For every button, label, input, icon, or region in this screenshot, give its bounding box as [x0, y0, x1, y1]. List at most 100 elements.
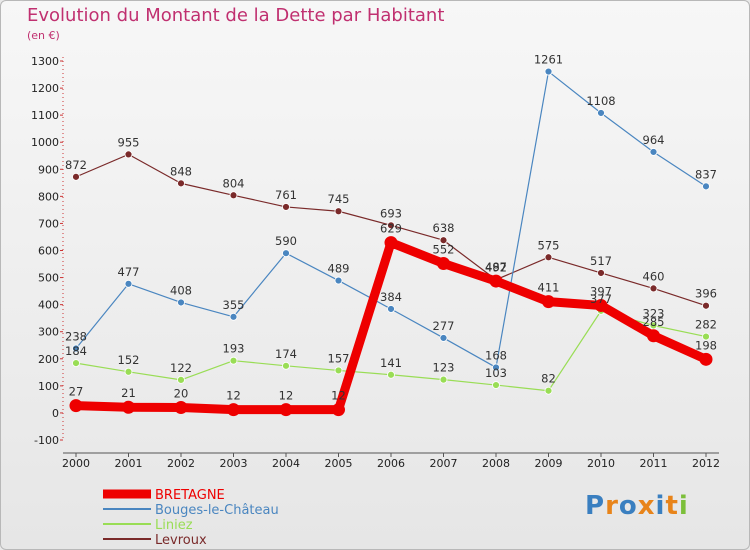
- data-point: [334, 276, 343, 285]
- data-point: [437, 256, 450, 270]
- legend-label: Liniez: [155, 518, 193, 533]
- data-label: 837: [695, 167, 717, 181]
- data-label: 323: [643, 306, 665, 320]
- data-point: [702, 332, 710, 341]
- data-point: [387, 370, 395, 379]
- data-label: 198: [695, 338, 717, 352]
- data-point: [122, 400, 135, 414]
- data-point: [439, 236, 448, 245]
- data-label: 12: [279, 389, 294, 403]
- data-label: 27: [69, 385, 84, 399]
- data-label: 12: [226, 389, 241, 403]
- y-tick-label: 900: [38, 163, 59, 176]
- data-label: 193: [223, 342, 245, 356]
- logo-letter: x: [637, 491, 656, 521]
- y-tick-label: 1300: [31, 55, 59, 68]
- logo-letter: t: [665, 491, 679, 521]
- data-label: 804: [223, 176, 245, 190]
- data-point: [439, 334, 448, 342]
- data-point: [649, 284, 658, 293]
- legend-label: Levroux: [155, 533, 207, 548]
- data-label: 355: [223, 298, 245, 312]
- data-point: [699, 352, 713, 366]
- logo-letter: i: [655, 491, 666, 521]
- data-point: [384, 236, 398, 250]
- data-label: 460: [643, 269, 665, 283]
- data-point: [124, 367, 133, 376]
- data-label: 693: [380, 206, 402, 220]
- data-label: 517: [590, 254, 612, 268]
- x-tick-label: 2005: [325, 457, 353, 470]
- data-label: 157: [328, 351, 350, 365]
- data-point: [229, 191, 238, 200]
- data-point: [229, 312, 238, 321]
- data-label: 238: [65, 329, 87, 343]
- data-point: [282, 249, 290, 258]
- x-tick-label: 2006: [377, 457, 405, 470]
- data-label: 629: [380, 222, 402, 236]
- x-tick-label: 2002: [167, 457, 195, 470]
- y-tick-label: 0: [52, 407, 59, 420]
- data-point: [229, 356, 238, 365]
- data-point: [72, 172, 80, 181]
- data-point: [647, 329, 660, 343]
- data-point: [439, 375, 448, 384]
- data-label: 745: [328, 192, 350, 206]
- data-point: [177, 376, 185, 384]
- data-point: [334, 207, 343, 216]
- data-label: 761: [275, 188, 297, 202]
- y-tick-label: 1200: [31, 82, 59, 95]
- y-tick-label: 300: [38, 326, 59, 339]
- data-point: [72, 359, 80, 368]
- logo-letter: r: [605, 491, 619, 521]
- y-tick-label: 1100: [31, 109, 59, 122]
- data-point: [702, 182, 710, 191]
- data-label: 174: [275, 347, 297, 361]
- data-label: 377: [590, 292, 612, 306]
- logo-letter: P: [585, 491, 606, 521]
- data-point: [597, 109, 605, 117]
- data-label: 575: [538, 238, 560, 252]
- x-tick-label: 2000: [62, 457, 90, 470]
- legend-label: BRETAGNE: [155, 488, 225, 503]
- data-point: [492, 381, 500, 389]
- data-label: 492: [485, 261, 507, 275]
- data-point: [72, 344, 80, 353]
- data-label: 489: [328, 262, 350, 276]
- series-line-2: [75, 310, 707, 392]
- data-label: 277: [433, 319, 455, 333]
- data-label: 384: [380, 290, 402, 304]
- data-point: [542, 295, 555, 309]
- logo-letter: i: [678, 491, 689, 521]
- y-tick-label: 400: [38, 299, 59, 312]
- x-tick-label: 2001: [115, 457, 143, 470]
- data-label: 12: [331, 389, 346, 403]
- data-label: 396: [695, 287, 717, 301]
- data-label: 285: [643, 315, 665, 329]
- data-point: [227, 403, 240, 417]
- x-tick-label: 2004: [272, 457, 300, 470]
- data-point: [649, 148, 658, 156]
- data-label: 964: [643, 133, 665, 147]
- data-point: [282, 361, 290, 370]
- data-label: 103: [485, 366, 507, 380]
- x-tick-label: 2003: [220, 457, 248, 470]
- legend-label: Bouges-le-Château: [155, 503, 279, 518]
- data-point: [332, 403, 345, 417]
- data-point: [597, 269, 605, 277]
- data-label: 590: [275, 234, 297, 248]
- data-label: 282: [695, 318, 717, 332]
- data-label: 487: [485, 260, 507, 274]
- data-label: 955: [118, 135, 140, 149]
- data-point: [124, 150, 133, 159]
- x-tick-label: 2012: [692, 457, 720, 470]
- data-label: 82: [541, 372, 556, 386]
- y-tick-label: 100: [38, 380, 59, 393]
- y-tick-label: 500: [38, 272, 59, 285]
- data-label: 552: [433, 242, 455, 256]
- data-point: [387, 305, 395, 313]
- data-point: [69, 399, 83, 413]
